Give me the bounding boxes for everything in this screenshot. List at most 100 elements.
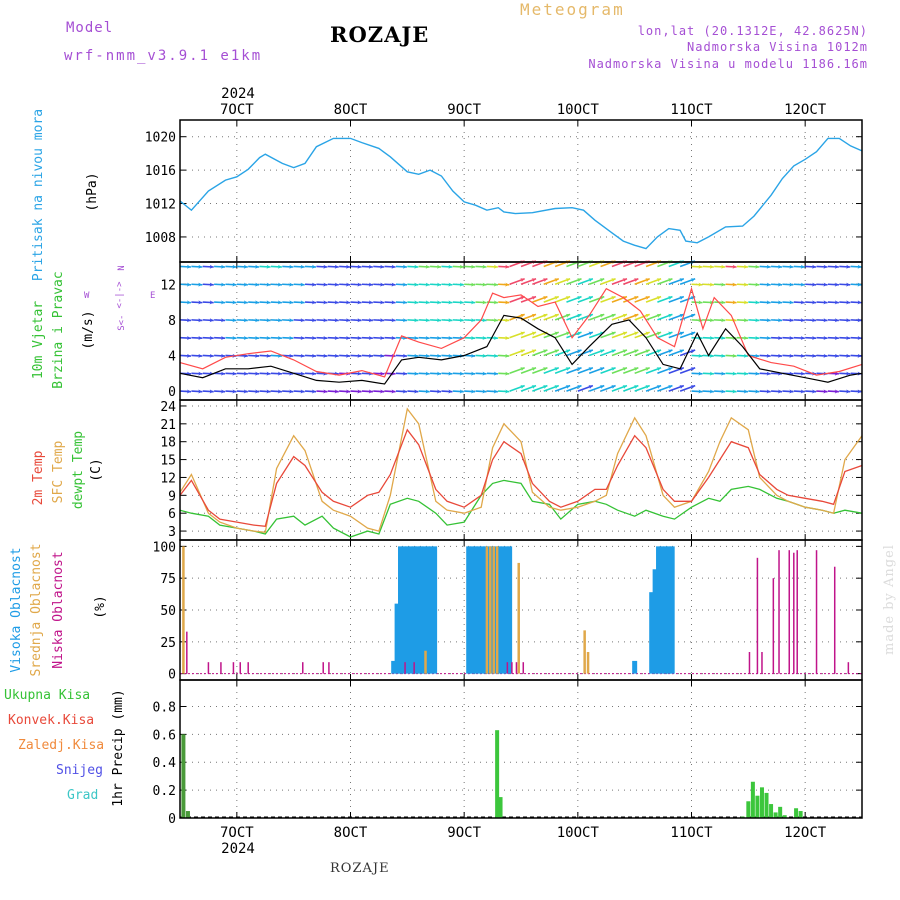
- wind-arrow-head: [633, 331, 639, 336]
- wind-arrow-head: [554, 349, 559, 354]
- coordinates: lon,lat (20.1312E, 42.8625N): [637, 24, 868, 38]
- cloud-bar-low: [515, 662, 518, 674]
- wind-arrow-head: [380, 300, 385, 305]
- wind-arrow-head: [277, 353, 282, 358]
- wind-arrow-head: [220, 282, 226, 287]
- wind-arrow-head: [834, 389, 839, 394]
- wind-arrow-head: [368, 336, 373, 341]
- wind-arrow-head: [277, 318, 282, 323]
- wind-arrow-head: [436, 264, 442, 269]
- wind-arrow-head: [266, 336, 271, 341]
- compass-n: N: [117, 265, 127, 270]
- cloud-bar-low: [207, 662, 210, 674]
- wind-arrow-head: [346, 336, 351, 341]
- precip-bar: [750, 781, 755, 818]
- wind-arrow-head: [289, 336, 294, 341]
- wind-arrow-head: [346, 389, 351, 394]
- wind-arrow-head: [755, 300, 760, 305]
- wind-arrow-head: [709, 318, 714, 323]
- wind-arrow-head: [436, 389, 442, 394]
- wind-arrow-head: [186, 318, 191, 323]
- wind-arrow-head: [300, 264, 305, 269]
- wind-arrow-head: [690, 278, 696, 283]
- wind-arrow-head: [766, 282, 771, 287]
- wind-arrow-head: [255, 318, 260, 323]
- wind-arrow-head: [656, 313, 662, 318]
- wind-arrow-head: [368, 353, 373, 358]
- wind-arrow-head: [425, 389, 430, 394]
- wind-arrow-head: [542, 349, 548, 354]
- cloud-bar-low: [328, 662, 330, 674]
- y-tick-label: 50: [160, 604, 176, 619]
- wind-arrow-head: [554, 296, 559, 300]
- wind-arrow-head: [425, 282, 430, 287]
- cloud-bar-low: [833, 566, 836, 674]
- cloud-bar-low: [239, 662, 241, 674]
- wind-arrow-head: [645, 278, 650, 283]
- wind-arrow-head: [633, 296, 639, 300]
- wind-arrow-head: [698, 300, 703, 305]
- wind-arrow-head: [732, 264, 737, 269]
- wind-arrow-head: [334, 318, 339, 323]
- wind-arrow-head: [633, 278, 639, 283]
- wind-arrow-head: [520, 385, 525, 389]
- compass-rose: N W <-|-> E <- S: [84, 265, 155, 330]
- top-date-label: 11OCT: [670, 102, 713, 118]
- wind-arrow-head: [622, 278, 627, 283]
- cloud-bar-high: [662, 546, 668, 674]
- wind-arrow-head: [346, 282, 351, 287]
- wind-arrow-head: [505, 318, 510, 323]
- wind-arrow-head: [232, 318, 237, 323]
- wind-arrow-head: [346, 353, 351, 358]
- wind-arrow-head: [732, 282, 737, 287]
- wind-arrow-head: [812, 353, 817, 358]
- wind-arrow-head: [656, 278, 662, 283]
- wind-arrow-head: [436, 300, 442, 305]
- precip-bar: [773, 812, 778, 818]
- meteogram-label: Meteogram: [520, 0, 625, 19]
- wind-arrow-head: [505, 282, 510, 287]
- wind-arrow-head: [471, 300, 476, 305]
- wind-arrow-head: [425, 318, 430, 323]
- wind-arrow-head: [565, 385, 571, 389]
- wind-arrow-head: [357, 282, 362, 287]
- wind-arrow-head: [766, 318, 771, 323]
- wind-arrow-head: [334, 282, 339, 287]
- panel-temperature: 3 6 9 12 15 18 21 24: [160, 399, 863, 541]
- wind-arrow-head: [402, 300, 407, 305]
- precip-bar: [181, 734, 186, 818]
- wind-arrow-head: [232, 264, 237, 269]
- wind-arrows: [179, 260, 862, 394]
- wind-arrow-head: [493, 282, 498, 287]
- wind-arrow-head: [846, 353, 851, 358]
- cloud-bar-high: [411, 546, 417, 674]
- wind-arrow-head: [766, 336, 771, 341]
- wind-arrow-head: [531, 331, 537, 336]
- precip-bar: [794, 808, 799, 818]
- wind-arrow-head: [471, 282, 476, 287]
- precip-bar: [759, 787, 764, 818]
- y-tick-label: 0.2: [153, 784, 176, 799]
- wind-arrow-head: [732, 300, 737, 305]
- wind-arrow-head: [311, 264, 317, 269]
- wind-arrow-head: [186, 282, 191, 287]
- wind-arrow-head: [622, 313, 627, 318]
- wind-arrow-head: [198, 264, 203, 269]
- wind-arrow-head: [823, 282, 828, 287]
- wind-arrow-head: [554, 331, 559, 336]
- y-tick-label: 0: [168, 385, 176, 400]
- wind-arrow-head: [554, 367, 559, 372]
- y-tick-label: 0: [168, 812, 176, 827]
- wind-arrow-head: [368, 300, 373, 305]
- model-elevation: Nadmorska Visina u modelu 1186.16m: [588, 57, 868, 71]
- wind-arrow-head: [311, 371, 317, 376]
- cloud-bar-low: [413, 662, 415, 674]
- wind-arrow-head: [656, 296, 662, 300]
- wind-arrow-head: [721, 264, 726, 269]
- wind-arrow-head: [656, 385, 662, 389]
- bottom-date-label: 11OCT: [670, 825, 713, 841]
- wind-arrow-head: [323, 353, 328, 358]
- wind-arrow-head: [277, 300, 282, 305]
- wind-arrow-head: [834, 264, 839, 269]
